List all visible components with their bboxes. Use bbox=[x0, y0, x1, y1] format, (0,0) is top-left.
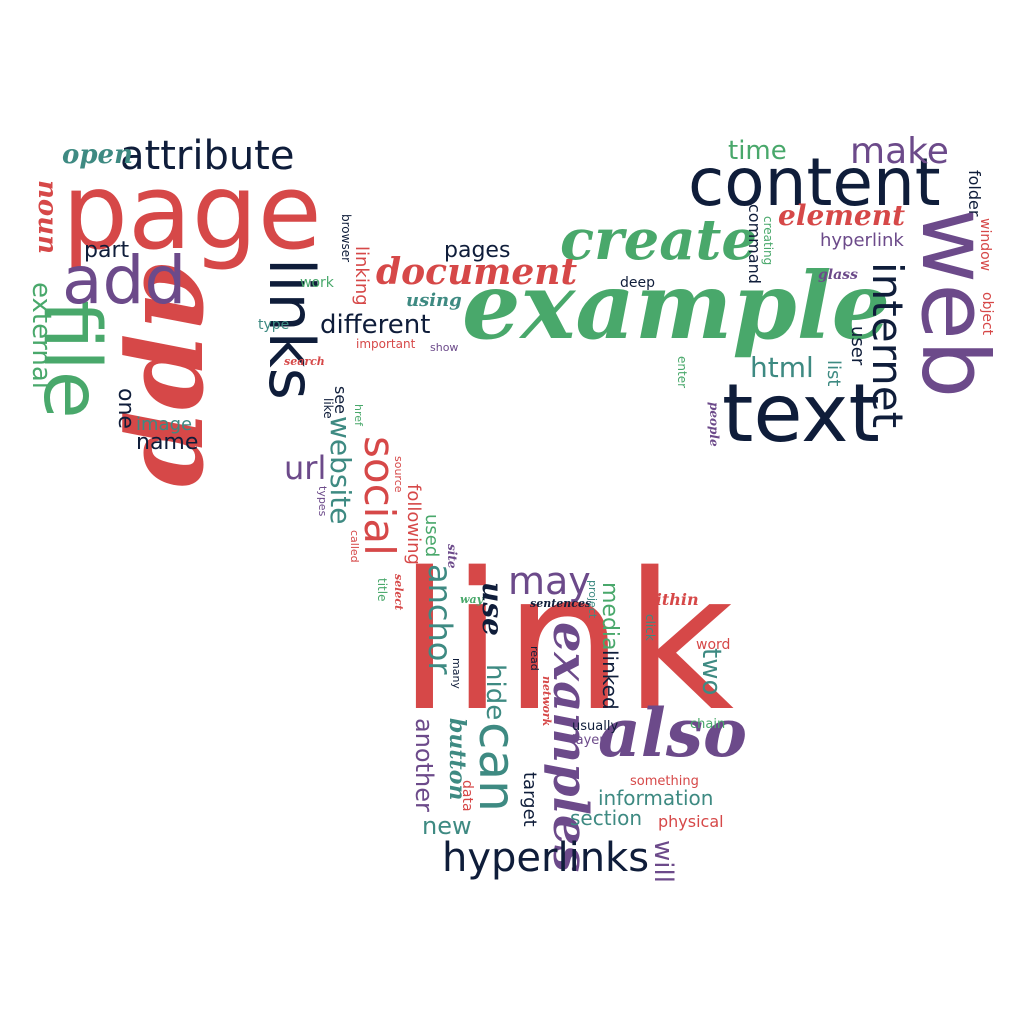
word-user: user bbox=[847, 326, 868, 366]
word-site: site bbox=[445, 544, 459, 569]
word-way: way bbox=[460, 593, 483, 606]
word-many: many bbox=[450, 658, 463, 689]
word-add: add bbox=[62, 242, 187, 319]
word-new: new bbox=[422, 812, 472, 840]
word-physical: physical bbox=[658, 812, 724, 831]
word-use: use bbox=[476, 582, 509, 636]
word-open: open bbox=[62, 140, 133, 170]
word-section: section bbox=[570, 806, 643, 830]
word-social: social bbox=[355, 436, 404, 556]
word-deep: deep bbox=[620, 275, 655, 291]
word-image: image bbox=[136, 414, 193, 435]
word-name: name bbox=[136, 430, 199, 455]
word-page: page bbox=[62, 151, 322, 273]
word-time: time bbox=[728, 136, 787, 166]
word-used: used bbox=[421, 514, 442, 558]
word-url: url bbox=[284, 449, 327, 487]
word-hide: hide bbox=[480, 664, 510, 721]
word-can: can bbox=[468, 722, 526, 812]
word-two: two bbox=[696, 648, 726, 696]
word-layer: layer bbox=[572, 733, 605, 748]
word-window: window bbox=[977, 218, 993, 272]
word-media: media bbox=[597, 582, 622, 651]
word-type: type bbox=[258, 317, 290, 333]
word-element: element bbox=[778, 199, 905, 232]
word-usually: usually bbox=[572, 719, 619, 734]
word-network: network bbox=[540, 676, 553, 727]
word-website: website bbox=[324, 416, 357, 525]
word-also: also bbox=[598, 694, 748, 772]
word-enter: enter bbox=[675, 356, 689, 389]
word-command: command bbox=[745, 204, 764, 284]
word-linked: linked bbox=[598, 650, 622, 710]
word-noun: noun bbox=[32, 180, 62, 255]
word-hyperlinks: hyperlinks bbox=[442, 835, 650, 881]
word-called: called bbox=[348, 530, 361, 563]
word-one: one bbox=[113, 388, 138, 429]
word-word: word bbox=[696, 637, 731, 653]
word-creating: creating bbox=[761, 216, 775, 266]
word-work: work bbox=[300, 275, 334, 291]
word-chain: chain bbox=[690, 717, 726, 732]
word-click: click bbox=[643, 614, 657, 641]
word-content: content bbox=[688, 144, 941, 221]
word-create: create bbox=[560, 207, 758, 273]
word-object: object bbox=[979, 292, 995, 336]
word-following: following bbox=[403, 484, 424, 565]
word-using: using bbox=[406, 290, 462, 311]
word-like: like bbox=[321, 398, 335, 419]
word-external: external bbox=[26, 282, 56, 389]
word-different: different bbox=[320, 310, 431, 340]
word-important: important bbox=[356, 337, 416, 351]
word-linking: linking bbox=[351, 246, 372, 306]
word-make: make bbox=[850, 131, 949, 172]
word-attribute: attribute bbox=[120, 133, 295, 179]
word-list: list bbox=[823, 360, 844, 387]
word-data: data bbox=[459, 780, 475, 812]
word-document: document bbox=[376, 251, 578, 293]
word-types: types bbox=[316, 486, 329, 517]
word-within: within bbox=[642, 590, 699, 609]
word-may: may bbox=[508, 559, 591, 603]
word-html: html bbox=[750, 351, 814, 384]
word-will: will bbox=[648, 840, 678, 883]
word-title: title bbox=[375, 578, 389, 602]
word-something: something bbox=[630, 774, 699, 789]
word-href: href bbox=[352, 404, 365, 426]
word-pages: pages bbox=[444, 238, 511, 263]
word-select: select bbox=[392, 574, 405, 611]
word-internet: internet bbox=[863, 262, 912, 429]
word-show: show bbox=[430, 341, 459, 354]
word-people: people bbox=[707, 402, 721, 447]
word-browser: browser bbox=[339, 214, 353, 263]
word-glass: glass bbox=[818, 267, 858, 283]
word-read: read bbox=[528, 646, 541, 671]
word-example: example bbox=[462, 252, 891, 360]
word-another: another bbox=[410, 718, 438, 812]
word-search: search bbox=[284, 355, 325, 368]
word-folder: folder bbox=[965, 170, 984, 217]
word-information: information bbox=[598, 786, 714, 810]
word-text: text bbox=[722, 367, 880, 460]
word-part: part bbox=[84, 238, 130, 263]
word-hyperlink: hyperlink bbox=[820, 230, 904, 251]
word-sentences: sentences bbox=[530, 597, 592, 610]
word-target: target bbox=[519, 772, 540, 827]
word-link: link bbox=[398, 532, 735, 753]
